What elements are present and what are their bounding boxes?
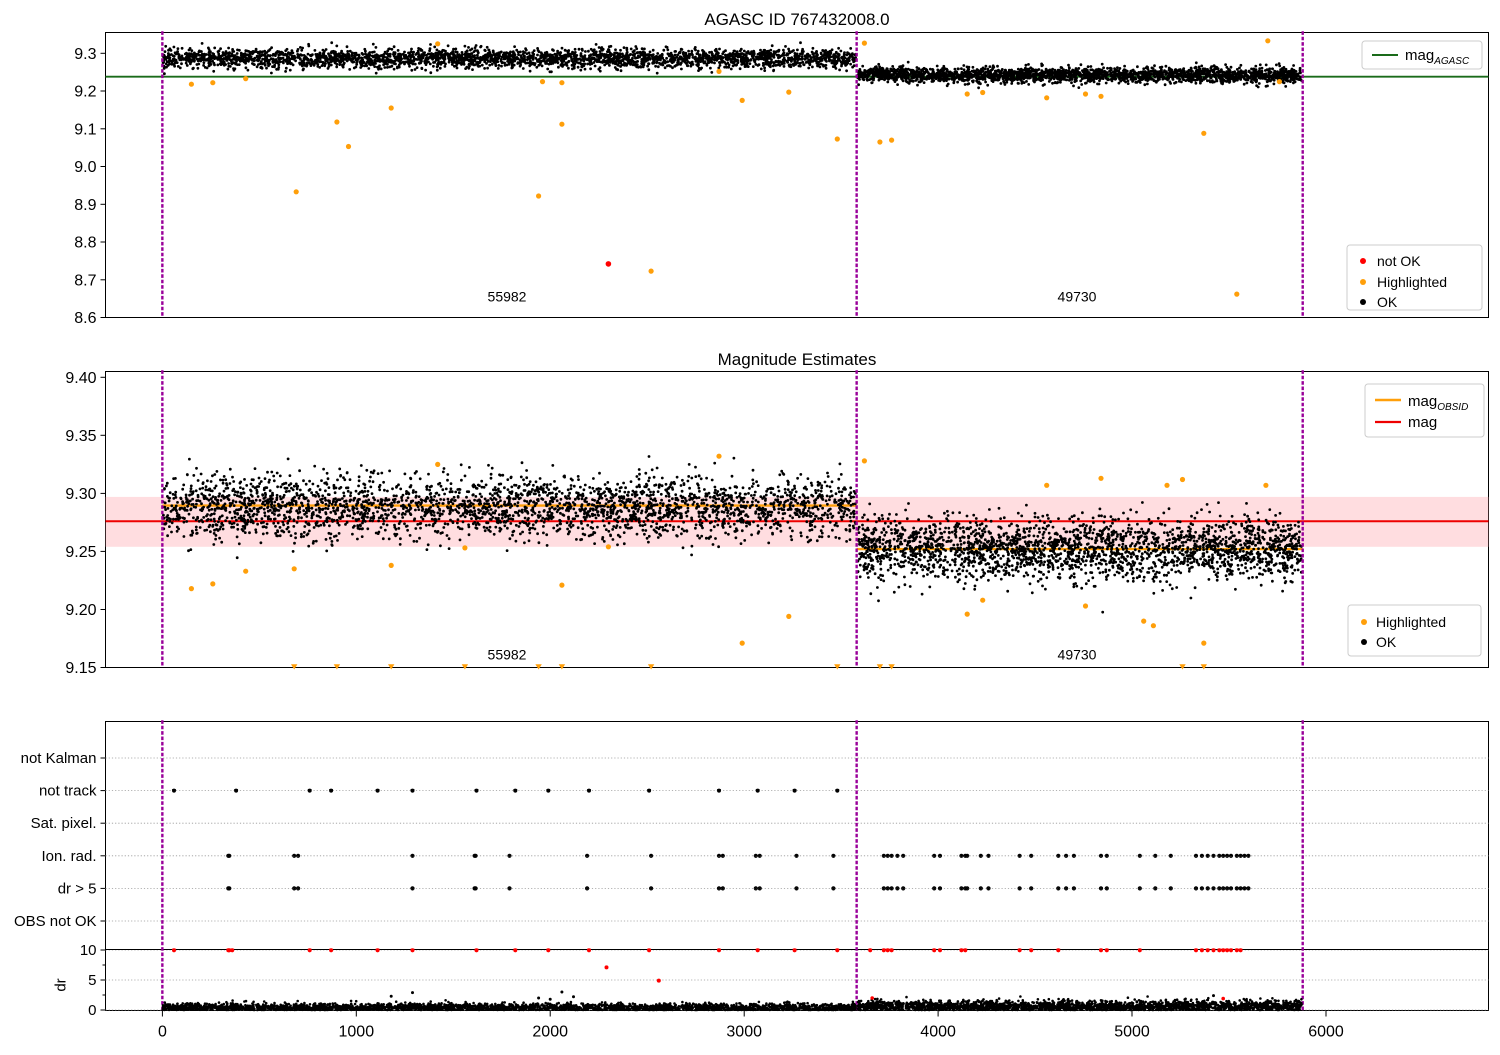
svg-text:9.1: 9.1 bbox=[74, 121, 96, 138]
svg-text:AGASC ID 767432008.0: AGASC ID 767432008.0 bbox=[704, 10, 889, 29]
svg-text:9.30: 9.30 bbox=[65, 486, 96, 503]
svg-text:3000: 3000 bbox=[726, 1024, 762, 1041]
svg-text:49730: 49730 bbox=[1058, 289, 1097, 305]
svg-text:49730: 49730 bbox=[1058, 646, 1097, 662]
svg-text:OBS not OK: OBS not OK bbox=[14, 913, 97, 930]
svg-text:OK: OK bbox=[1377, 294, 1398, 310]
svg-text:Magnitude Estimates: Magnitude Estimates bbox=[718, 350, 877, 369]
svg-text:4000: 4000 bbox=[920, 1024, 956, 1041]
svg-text:8.8: 8.8 bbox=[74, 235, 96, 252]
svg-text:Ion. rad.: Ion. rad. bbox=[41, 848, 96, 865]
svg-text:0: 0 bbox=[88, 1002, 96, 1019]
svg-text:5: 5 bbox=[88, 972, 96, 989]
svg-text:9.35: 9.35 bbox=[65, 428, 96, 445]
svg-text:9.3: 9.3 bbox=[74, 46, 96, 63]
svg-text:0: 0 bbox=[158, 1024, 167, 1041]
svg-text:8.6: 8.6 bbox=[74, 310, 96, 327]
svg-text:Sat. pixel.: Sat. pixel. bbox=[31, 815, 97, 832]
svg-text:not OK: not OK bbox=[1377, 253, 1421, 269]
svg-text:9.0: 9.0 bbox=[74, 159, 96, 176]
svg-text:9.15: 9.15 bbox=[65, 660, 96, 677]
svg-text:10: 10 bbox=[80, 942, 97, 959]
svg-text:55982: 55982 bbox=[488, 289, 527, 305]
svg-text:55982: 55982 bbox=[488, 646, 527, 662]
svg-text:dr: dr bbox=[53, 978, 70, 991]
svg-text:not track: not track bbox=[39, 783, 97, 800]
svg-text:Highlighted: Highlighted bbox=[1376, 614, 1446, 630]
svg-text:8.9: 8.9 bbox=[74, 197, 96, 214]
svg-text:Highlighted: Highlighted bbox=[1377, 274, 1447, 290]
svg-text:mag: mag bbox=[1408, 414, 1437, 431]
svg-text:9.25: 9.25 bbox=[65, 544, 96, 561]
svg-text:5000: 5000 bbox=[1114, 1024, 1150, 1041]
svg-text:8.7: 8.7 bbox=[74, 272, 96, 289]
svg-text:2000: 2000 bbox=[532, 1024, 568, 1041]
svg-text:OK: OK bbox=[1376, 634, 1397, 650]
svg-text:not Kalman: not Kalman bbox=[21, 750, 97, 767]
svg-text:9.20: 9.20 bbox=[65, 602, 96, 619]
svg-text:1000: 1000 bbox=[339, 1024, 375, 1041]
svg-text:9.2: 9.2 bbox=[74, 84, 96, 101]
svg-text:9.40: 9.40 bbox=[65, 370, 96, 387]
svg-text:dr > 5: dr > 5 bbox=[58, 880, 97, 897]
svg-text:6000: 6000 bbox=[1308, 1024, 1344, 1041]
